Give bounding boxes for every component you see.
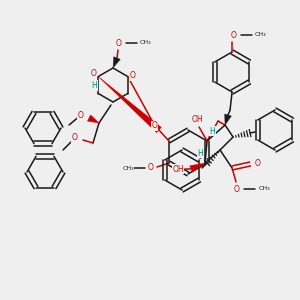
Polygon shape — [98, 76, 161, 133]
Text: O: O — [130, 71, 136, 80]
Text: O: O — [231, 31, 237, 40]
Text: OH: OH — [172, 164, 184, 173]
Text: O: O — [116, 38, 122, 47]
Text: O: O — [234, 184, 240, 194]
Text: O: O — [255, 158, 261, 167]
Text: CH₃: CH₃ — [122, 166, 134, 170]
Text: OH: OH — [191, 115, 203, 124]
Text: CH₃: CH₃ — [254, 32, 266, 38]
Polygon shape — [113, 57, 120, 68]
Text: O: O — [72, 134, 78, 142]
Text: H: H — [92, 81, 97, 90]
Text: CH₃: CH₃ — [139, 40, 151, 46]
Polygon shape — [190, 163, 205, 172]
Text: O: O — [148, 164, 154, 172]
Text: CH₃: CH₃ — [258, 187, 270, 191]
Text: H: H — [197, 148, 203, 158]
Text: O: O — [78, 110, 84, 119]
Text: O: O — [152, 122, 158, 130]
Text: H: H — [209, 127, 215, 136]
Polygon shape — [225, 114, 231, 125]
Text: O: O — [90, 69, 96, 78]
Polygon shape — [87, 115, 99, 123]
